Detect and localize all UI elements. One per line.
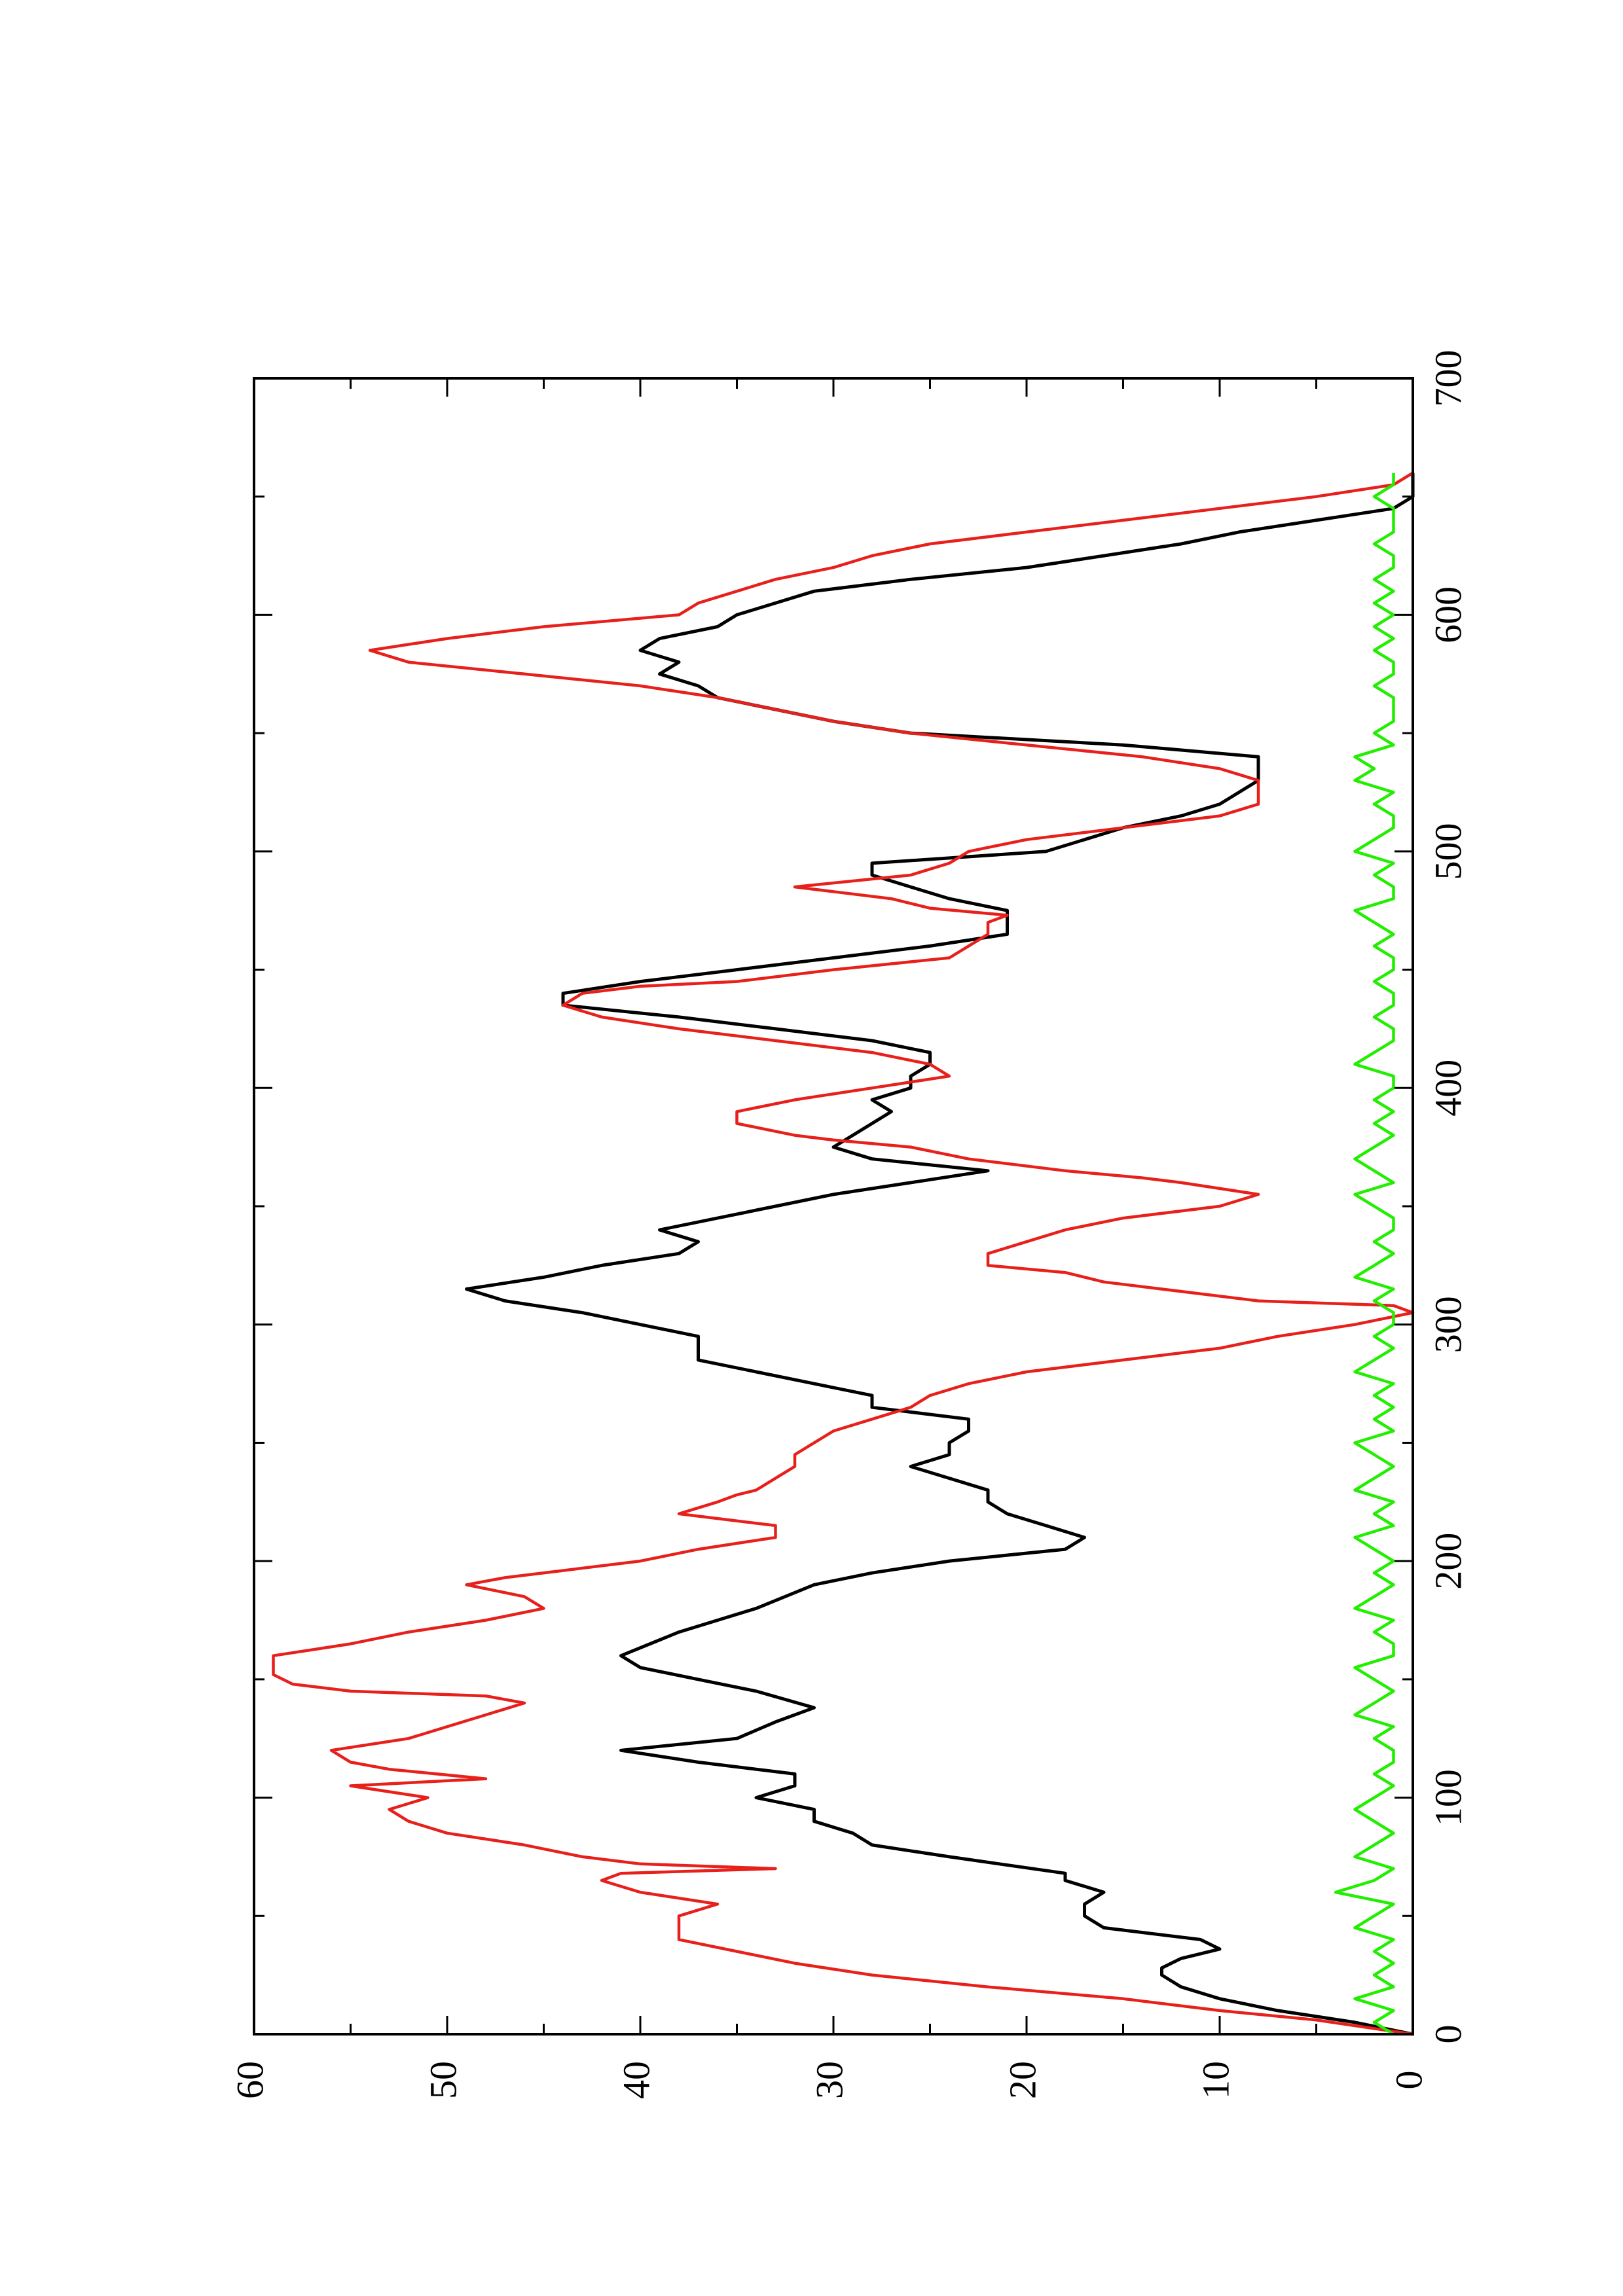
y-tick-label: 30 — [808, 2061, 850, 2099]
x-tick-label: 600 — [1427, 586, 1469, 643]
x-tick-label: 200 — [1427, 1533, 1469, 1590]
y-tick-label: 0 — [1387, 2071, 1430, 2090]
y-tick-label: 40 — [615, 2061, 657, 2099]
x-tick-label: 0 — [1427, 2025, 1469, 2044]
y-tick-label: 60 — [228, 2061, 271, 2099]
x-tick-label: 100 — [1427, 1769, 1469, 1826]
y-tick-label: 20 — [1001, 2061, 1044, 2099]
y-tick-label: 50 — [422, 2061, 464, 2099]
series-layer — [272, 471, 1415, 2036]
tick-layer — [253, 377, 1414, 2036]
x-tick-label: 400 — [1427, 1060, 1469, 1117]
x-tick-label: 300 — [1427, 1296, 1469, 1353]
series-line-3 — [1334, 473, 1395, 2036]
y-tick-label: 10 — [1194, 2061, 1237, 2099]
x-tick-label: 700 — [1427, 350, 1469, 407]
label-layer: 0 100 200 300 400 500 600 700 0 10 20 30 40 50 60 — [228, 350, 1469, 2100]
x-tick-label: 500 — [1427, 823, 1469, 880]
series-line-2 — [272, 471, 1415, 2036]
